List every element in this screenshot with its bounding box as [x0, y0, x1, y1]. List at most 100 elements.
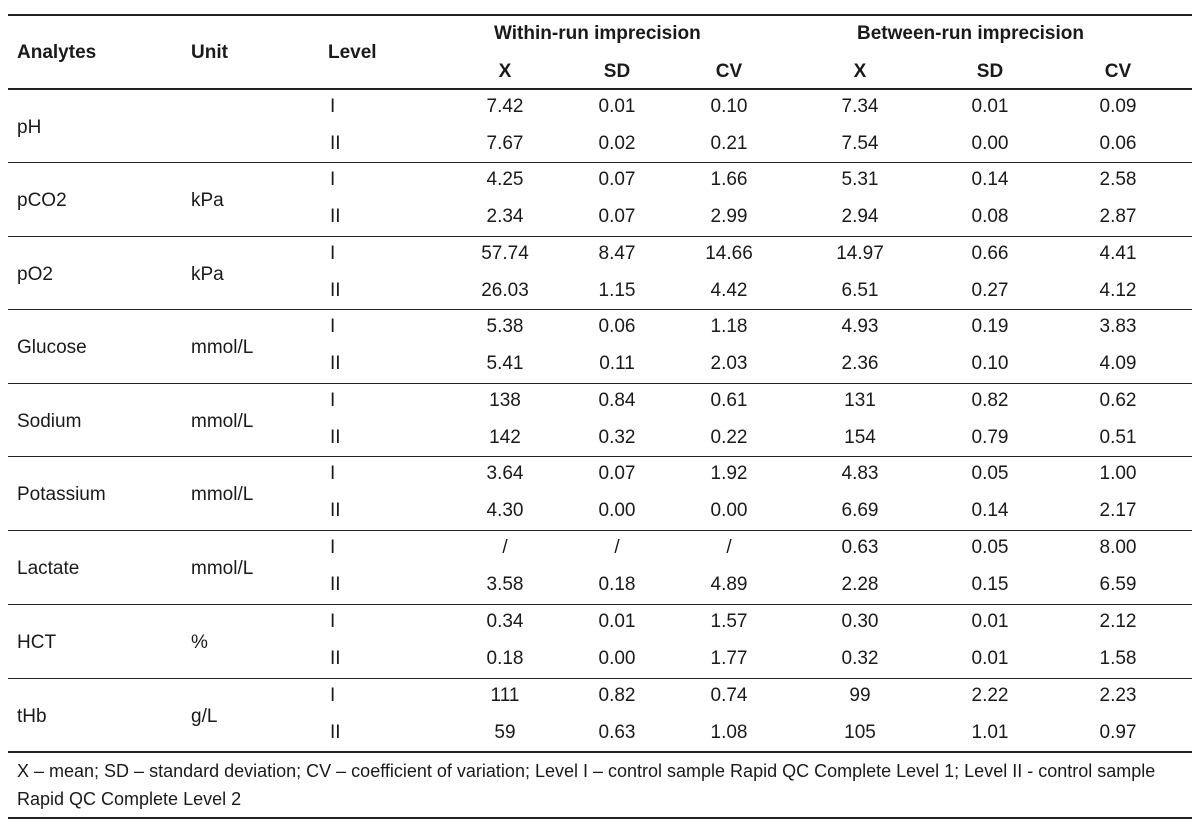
between-sd-value: 0.05: [971, 537, 1009, 558]
within-sd-value: 0.06: [598, 316, 636, 337]
within-x-value: /: [502, 537, 508, 558]
group-divider: [8, 530, 1192, 531]
within-sd-value: 0.07: [598, 205, 636, 227]
between-sd-value: 0.79: [971, 426, 1009, 448]
between-sd-value: 0.27: [971, 279, 1009, 301]
analyte-name: Potassium: [17, 483, 106, 505]
between-sd-value: 0.82: [971, 390, 1009, 411]
between-cv-value: 0.06: [1099, 132, 1137, 154]
level-label: I: [330, 316, 336, 337]
between-sd-value: 1.01: [971, 721, 1009, 743]
within-cv-value: 0.74: [710, 685, 748, 706]
within-cv-value: 0.10: [710, 96, 748, 117]
table-bottom-rule: [8, 751, 1192, 753]
within-x-value: 142: [489, 426, 521, 448]
between-cv-value: 2.58: [1099, 169, 1137, 190]
between-cv-value: 4.41: [1099, 243, 1137, 264]
analyte-unit: kPa: [191, 189, 224, 211]
between-cv-value: 4.09: [1099, 352, 1137, 374]
within-x-value: 59: [494, 721, 516, 743]
within-x-value: 138: [489, 390, 521, 411]
within-x-value: 5.38: [486, 316, 524, 337]
between-x-value: 4.83: [841, 463, 879, 484]
within-cv-value: 4.89: [710, 573, 748, 595]
within-cv-value: 0.61: [710, 390, 748, 411]
between-sd-value: 0.08: [971, 205, 1009, 227]
within-sd-value: 0.01: [598, 611, 636, 632]
header-between-x: X: [853, 61, 867, 82]
within-sd-value: 0.07: [598, 169, 636, 190]
between-x-value: 2.28: [841, 573, 879, 595]
header-within-cv: CV: [715, 61, 743, 82]
group-divider: [8, 236, 1192, 237]
level-label: I: [330, 390, 336, 411]
level-label: I: [330, 169, 336, 190]
within-x-value: 26.03: [481, 279, 529, 301]
between-x-value: 6.51: [841, 279, 879, 301]
between-cv-value: 1.58: [1099, 647, 1137, 669]
within-sd-value: 0.00: [598, 647, 636, 669]
level-label: II: [330, 426, 341, 448]
between-x-value: 6.69: [841, 499, 879, 521]
between-cv-value: 6.59: [1099, 573, 1137, 595]
analyte-name: pO2: [17, 263, 53, 285]
between-sd-value: 0.19: [971, 316, 1009, 337]
header-bottom-rule: [8, 88, 1192, 90]
group-divider: [8, 383, 1192, 384]
between-cv-value: 3.83: [1099, 316, 1137, 337]
within-cv-value: /: [726, 537, 732, 558]
within-sd-value: 0.02: [598, 132, 636, 154]
within-sd-value: 0.18: [598, 573, 636, 595]
between-x-value: 131: [844, 390, 876, 411]
within-x-value: 0.34: [486, 611, 524, 632]
between-cv-value: 0.09: [1099, 96, 1137, 117]
table-top-rule: [8, 14, 1192, 16]
analyte-unit: g/L: [191, 705, 218, 727]
between-x-value: 7.34: [841, 96, 879, 117]
header-level: Level: [328, 42, 377, 63]
between-cv-value: 0.62: [1099, 390, 1137, 411]
level-label: I: [330, 685, 336, 706]
between-x-value: 14.97: [836, 243, 884, 264]
within-cv-value: 1.66: [710, 169, 748, 190]
between-cv-value: 2.17: [1099, 499, 1137, 521]
between-x-value: 7.54: [841, 132, 879, 154]
within-x-value: 3.64: [486, 463, 524, 484]
analyte-name: pCO2: [17, 189, 67, 211]
between-cv-value: 8.00: [1099, 537, 1137, 558]
within-x-value: 111: [490, 685, 520, 706]
level-label: II: [330, 279, 341, 301]
within-sd-value: 0.00: [598, 499, 636, 521]
header-analytes: Analytes: [17, 42, 97, 63]
analyte-unit: kPa: [191, 263, 224, 285]
between-sd-value: 0.01: [971, 96, 1009, 117]
between-cv-value: 0.51: [1099, 426, 1137, 448]
within-cv-value: 1.18: [710, 316, 748, 337]
group-divider: [8, 678, 1192, 679]
within-sd-value: 1.15: [598, 279, 636, 301]
within-cv-value: 1.92: [710, 463, 748, 484]
level-label: II: [330, 573, 341, 595]
within-cv-value: 2.03: [710, 352, 748, 374]
between-cv-value: 0.97: [1099, 721, 1137, 743]
analyte-name: Sodium: [17, 410, 82, 432]
header-between-sd: SD: [976, 61, 1004, 82]
level-label: II: [330, 647, 341, 669]
within-cv-value: 0.21: [710, 132, 748, 154]
within-sd-value: 0.84: [598, 390, 636, 411]
analyte-unit: mmol/L: [191, 410, 254, 432]
within-cv-value: 0.22: [710, 426, 748, 448]
within-sd-value: 0.07: [598, 463, 636, 484]
between-x-value: 2.94: [841, 205, 879, 227]
within-cv-value: 1.77: [710, 647, 748, 669]
group-divider: [8, 309, 1192, 310]
table-footnote: X – mean; SD – standard deviation; CV – …: [17, 761, 1156, 809]
within-cv-value: 14.66: [705, 243, 753, 264]
between-sd-value: 0.00: [971, 132, 1009, 154]
level-label: I: [330, 243, 336, 264]
within-cv-value: 4.42: [710, 279, 748, 301]
within-sd-value: /: [614, 537, 620, 558]
within-x-value: 3.58: [486, 573, 524, 595]
between-sd-value: 0.10: [971, 352, 1009, 374]
within-x-value: 2.34: [486, 205, 524, 227]
